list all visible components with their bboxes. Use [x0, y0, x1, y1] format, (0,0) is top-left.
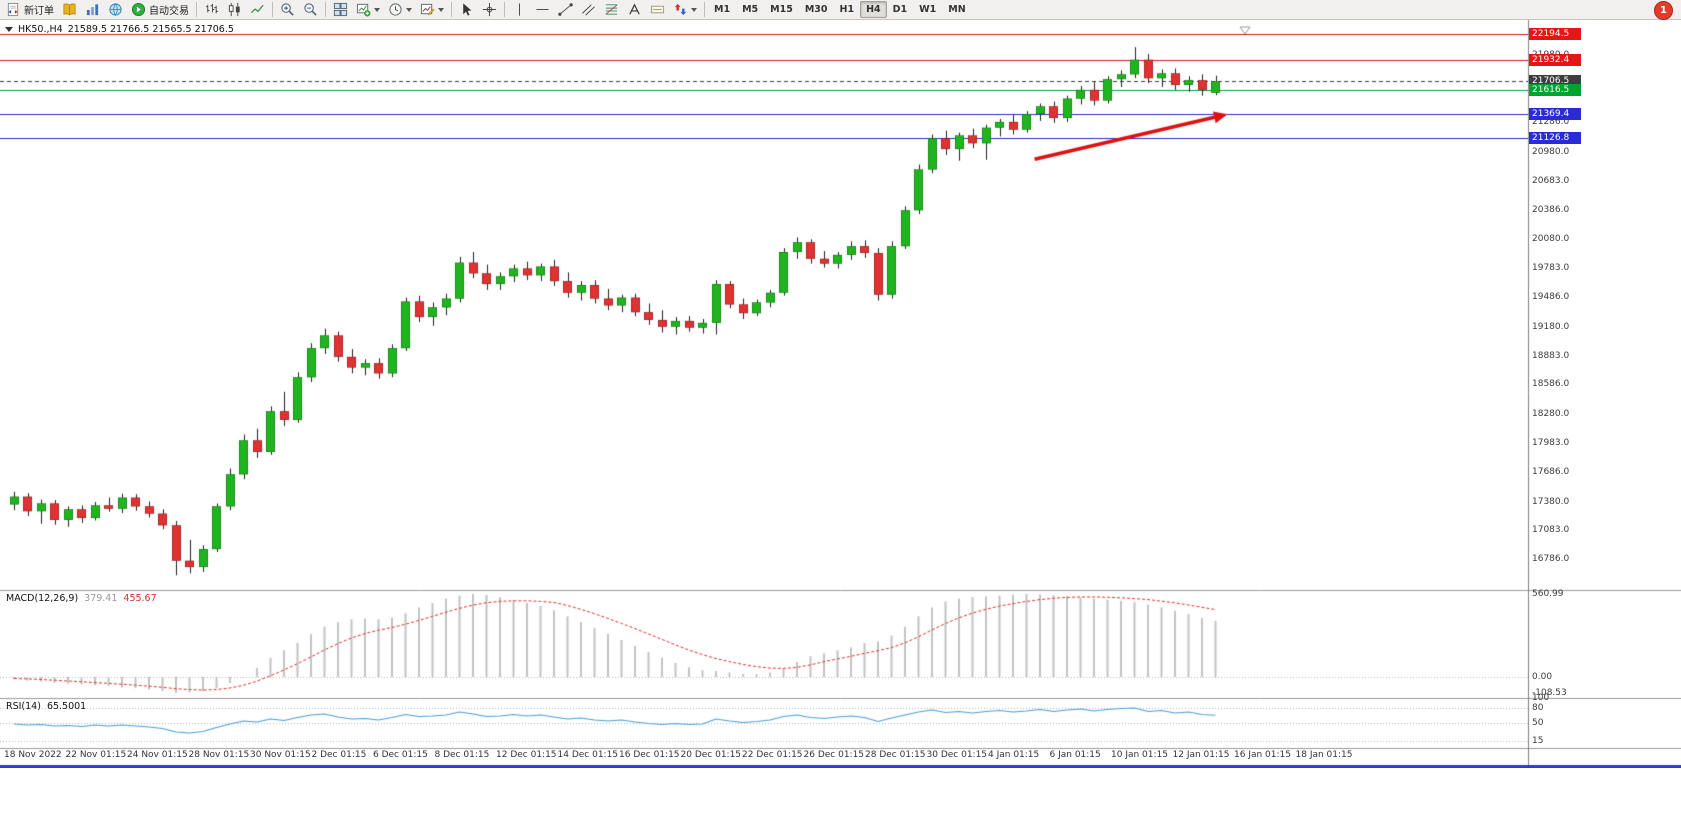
- text-icon: [627, 2, 642, 17]
- new-chart-icon: [356, 2, 371, 17]
- new-order-button[interactable]: 新订单: [2, 0, 58, 20]
- timeframe-m15-button[interactable]: M15: [770, 4, 793, 15]
- dropdown-arrow-icon: [438, 7, 444, 12]
- zoom-in-icon: [280, 2, 295, 17]
- timeframe-w1-button[interactable]: W1: [919, 4, 937, 15]
- play-icon: [131, 2, 146, 17]
- timeframe-m30-button[interactable]: M30: [804, 4, 828, 15]
- dropdown-arrow-icon: [406, 7, 412, 12]
- template-icon: [420, 2, 435, 17]
- notification-badge[interactable]: 1: [1654, 1, 1673, 20]
- columns-icon: [85, 2, 100, 17]
- toolbar-separator: [196, 2, 197, 17]
- timeframe-h1-button[interactable]: H1: [839, 4, 855, 15]
- templates-button[interactable]: [416, 0, 448, 20]
- line-chart-button[interactable]: [246, 0, 269, 20]
- candles-icon: [227, 2, 242, 17]
- zoom-in-button[interactable]: [276, 0, 299, 20]
- candlestick-chart-button[interactable]: [223, 0, 246, 20]
- vline-icon: [512, 2, 527, 17]
- arrows-button[interactable]: [669, 0, 701, 20]
- clock-icon: [388, 2, 403, 17]
- price-chart-canvas[interactable]: [0, 20, 1681, 768]
- horizontal-line-button[interactable]: [531, 0, 554, 20]
- toolbar-separator: [325, 2, 326, 17]
- market-book-button[interactable]: [58, 0, 81, 20]
- zoom-out-button[interactable]: [299, 0, 322, 20]
- channel-icon: [581, 2, 596, 17]
- label-icon: [650, 2, 665, 17]
- timeframe-h4-button[interactable]: H4: [860, 1, 887, 18]
- timeframe-d1-button[interactable]: D1: [892, 4, 908, 15]
- globe-icon: [108, 2, 123, 17]
- dropdown-arrow-icon: [691, 7, 697, 12]
- toolbar-separator: [272, 2, 273, 17]
- button-label: 新订单: [24, 6, 54, 17]
- bars-icon: [204, 2, 219, 17]
- tile-icon: [333, 2, 348, 17]
- toolbar-separator: [451, 2, 452, 17]
- cursor-icon: [459, 2, 474, 17]
- news-globe-button[interactable]: [104, 0, 127, 20]
- dropdown-arrow-icon: [374, 7, 380, 12]
- zoom-out-icon: [303, 2, 318, 17]
- vertical-line-button[interactable]: [508, 0, 531, 20]
- timeframe-m1-button[interactable]: M1: [714, 4, 731, 15]
- bar-chart-button[interactable]: [200, 0, 223, 20]
- data-window-button[interactable]: [81, 0, 104, 20]
- new-order-icon: [6, 2, 21, 17]
- timeframe-m5-button[interactable]: M5: [742, 4, 759, 15]
- crosshair-button[interactable]: [478, 0, 501, 20]
- chart-window: HK50.,H4 21589.5 21766.5 21565.5 21706.5…: [0, 20, 1681, 768]
- toolbar-separator: [704, 2, 705, 17]
- linechart-icon: [250, 2, 265, 17]
- autotrading-button[interactable]: 自动交易: [127, 0, 193, 20]
- profiles-button[interactable]: [384, 0, 416, 20]
- book-icon: [62, 2, 77, 17]
- fibonacci-button[interactable]: [600, 0, 623, 20]
- timeframe-mn-button[interactable]: MN: [948, 4, 966, 15]
- trendline-button[interactable]: [554, 0, 577, 20]
- arrows-icon: [673, 2, 688, 17]
- toolbar-separator: [504, 2, 505, 17]
- channel-button[interactable]: [577, 0, 600, 20]
- text-button[interactable]: [623, 0, 646, 20]
- trendline-icon: [558, 2, 573, 17]
- cursor-button[interactable]: [455, 0, 478, 20]
- tile-windows-button[interactable]: [329, 0, 352, 20]
- hline-icon: [535, 2, 550, 17]
- new-chart-button[interactable]: [352, 0, 384, 20]
- text-label-button[interactable]: [646, 0, 669, 20]
- button-label: 自动交易: [149, 6, 189, 17]
- toolbar: 新订单 自动交易 M1 M5 M15 M30 H1 H4 D1 W1 MN: [0, 0, 1681, 20]
- fibonacci-icon: [604, 2, 619, 17]
- crosshair-icon: [482, 2, 497, 17]
